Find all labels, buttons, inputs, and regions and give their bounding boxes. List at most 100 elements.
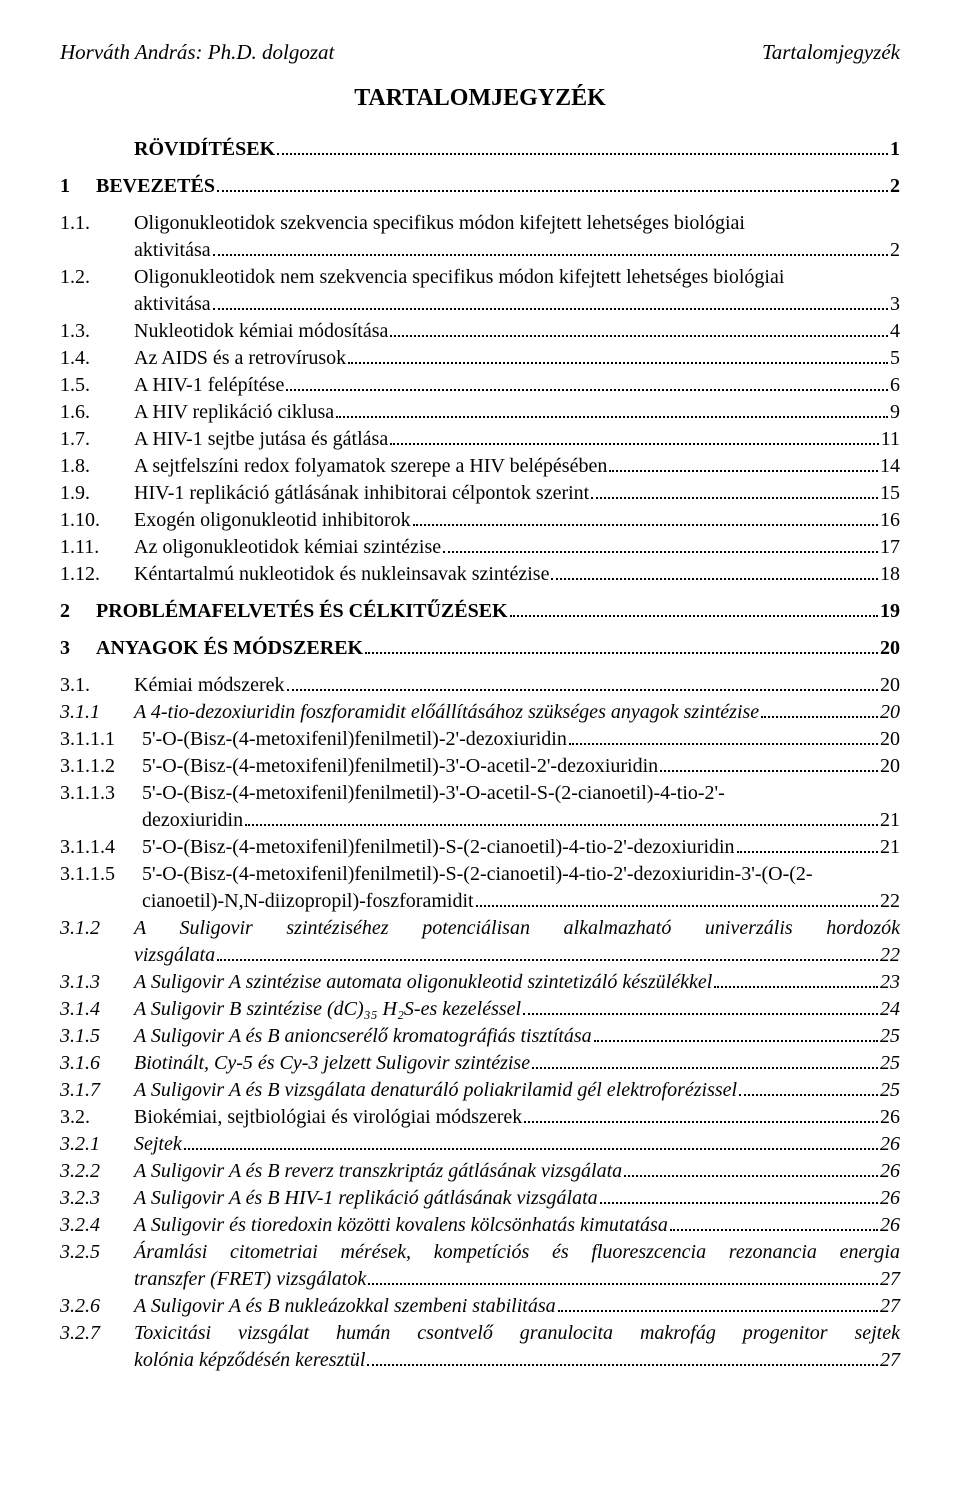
toc-page: 27 xyxy=(880,1293,900,1320)
toc-title: 5'-O-(Bisz-(4-metoxifenil)fenilmetil)-3'… xyxy=(142,753,658,780)
toc-page: 20 xyxy=(880,672,900,699)
toc-title: Biotinált, Cy-5 és Cy-3 jelzett Suligovi… xyxy=(134,1050,530,1077)
toc-number: 1.2. xyxy=(60,264,134,291)
toc-entry: 3.1.6Biotinált, Cy-5 és Cy-3 jelzett Sul… xyxy=(60,1050,900,1077)
toc-title: A Suligovir A szintézise automata oligon… xyxy=(134,969,712,996)
toc-number: 3 xyxy=(60,635,96,662)
toc-entry: 1.8.A sejtfelszíni redox folyamatok szer… xyxy=(60,453,900,480)
toc-number: 3.1.4 xyxy=(60,996,134,1023)
toc-number: 3.1.2 xyxy=(60,915,134,942)
toc-leader-dots xyxy=(609,470,878,472)
toc-title: A 4-tio-dezoxiuridin foszforamidit előál… xyxy=(134,699,759,726)
toc-number: 1.1. xyxy=(60,210,134,237)
toc-number: 3.1.1 xyxy=(60,699,134,726)
toc-entry: 3.2.1Sejtek26 xyxy=(60,1131,900,1158)
toc-leader-dots xyxy=(367,1364,878,1366)
toc-number: 1.5. xyxy=(60,372,134,399)
toc-leader-dots xyxy=(336,416,888,418)
toc-page: 6 xyxy=(890,372,900,399)
toc-page: 20 xyxy=(880,726,900,753)
toc-leader-dots xyxy=(524,1121,878,1123)
toc-number: 1.7. xyxy=(60,426,134,453)
toc-number: 3.2.4 xyxy=(60,1212,134,1239)
toc-entry: 3.2.3A Suligovir A és B HIV-1 replikáció… xyxy=(60,1185,900,1212)
toc-number: 3.1.1.5 xyxy=(60,861,142,888)
toc-title: transzfer (FRET) vizsgálatok xyxy=(134,1266,366,1293)
toc-entry: kolónia képződésén keresztül27 xyxy=(60,1347,900,1374)
toc-entry: 3ANYAGOK ÉS MÓDSZEREK20 xyxy=(60,635,900,662)
toc-title: aktivitása xyxy=(134,291,211,318)
toc-entry: 1.4.Az AIDS és a retrovírusok5 xyxy=(60,345,900,372)
toc-title: A Suligovir B szintézise (dC)₃₅ H₂S-es k… xyxy=(134,996,521,1023)
table-of-contents: RÖVIDÍTÉSEK1 1BEVEZETÉS2 1.1.Oligonukleoti… xyxy=(60,136,900,1374)
toc-leader-dots xyxy=(532,1067,878,1069)
toc-leader-dots xyxy=(714,986,878,988)
toc-leader-dots xyxy=(569,743,878,745)
page-title: TARTALOMJEGYZÉK xyxy=(60,85,900,112)
toc-title: A Suligovir A és B nukleázokkal szembeni… xyxy=(134,1293,556,1320)
toc-entry: 1.9.HIV-1 replikáció gátlásának inhibito… xyxy=(60,480,900,507)
toc-title: A Suligovir és tioredoxin közötti kovale… xyxy=(134,1212,668,1239)
toc-title: A Suligovir A és B anioncserélő kromatog… xyxy=(134,1023,592,1050)
toc-leader-dots xyxy=(476,905,878,907)
toc-entry: aktivitása2 xyxy=(60,237,900,264)
toc-page: 17 xyxy=(880,534,900,561)
toc-leader-dots xyxy=(558,1310,878,1312)
toc-title: 5'-O-(Bisz-(4-metoxifenil)fenilmetil)-S-… xyxy=(142,861,813,888)
toc-leader-dots xyxy=(761,716,878,718)
toc-leader-dots xyxy=(624,1175,878,1177)
toc-page: 4 xyxy=(890,318,900,345)
toc-entry: vizsgálata22 xyxy=(60,942,900,969)
toc-number: 3.1.6 xyxy=(60,1050,134,1077)
toc-title: cianoetil)-N,N-diizopropil)-foszforamidi… xyxy=(142,888,474,915)
toc-entry: 3.1.2A Suligovir szintéziséhez potenciál… xyxy=(60,915,900,942)
toc-entry: RÖVIDÍTÉSEK1 xyxy=(60,136,900,163)
toc-number: 1.3. xyxy=(60,318,134,345)
toc-number: 1.10. xyxy=(60,507,134,534)
toc-leader-dots xyxy=(739,1094,878,1096)
toc-page: 25 xyxy=(880,1050,900,1077)
toc-entry: 1.10.Exogén oligonukleotid inhibitorok 16 xyxy=(60,507,900,534)
toc-leader-dots xyxy=(390,443,879,445)
toc-page: 27 xyxy=(880,1266,900,1293)
toc-entry: 3.1.5A Suligovir A és B anioncserélő kro… xyxy=(60,1023,900,1050)
toc-number: 1.11. xyxy=(60,534,134,561)
toc-page: 26 xyxy=(880,1212,900,1239)
header-right: Tartalomjegyzék xyxy=(762,40,900,65)
toc-leader-dots xyxy=(245,824,878,826)
toc-number: 1.12. xyxy=(60,561,134,588)
toc-entry: 3.2.5Áramlási citometriai mérések, kompe… xyxy=(60,1239,900,1266)
toc-title: A HIV-1 sejtbe jutása és gátlása xyxy=(134,426,388,453)
toc-entry: 1.1.Oligonukleotidok szekvencia specifik… xyxy=(60,210,900,237)
toc-page: 16 xyxy=(880,507,900,534)
toc-number: 1.4. xyxy=(60,345,134,372)
toc-entry: aktivitása3 xyxy=(60,291,900,318)
toc-title: Kéntartalmú nukleotidok és nukleinsavak … xyxy=(134,561,549,588)
toc-page: 26 xyxy=(880,1158,900,1185)
toc-number: 3.2.2 xyxy=(60,1158,134,1185)
toc-entry: 3.2.4A Suligovir és tioredoxin közötti k… xyxy=(60,1212,900,1239)
toc-number: 3.2.5 xyxy=(60,1239,134,1266)
toc-title: A Suligovir A és B vizsgálata denaturáló… xyxy=(134,1077,737,1104)
toc-number: 3.1.1.1 xyxy=(60,726,142,753)
toc-number: 3.1.1.3 xyxy=(60,780,142,807)
toc-title: A Suligovir A és B reverz transzkriptáz … xyxy=(134,1158,622,1185)
toc-title: Exogén oligonukleotid inhibitorok xyxy=(134,507,411,534)
toc-leader-dots xyxy=(217,190,888,192)
toc-leader-dots xyxy=(390,335,888,337)
toc-page: 22 xyxy=(880,942,900,969)
toc-leader-dots xyxy=(365,652,878,654)
toc-number: 2 xyxy=(60,598,96,625)
toc-page: 19 xyxy=(880,598,900,625)
toc-entry: 3.2.Biokémiai, sejtbiológiai és virológi… xyxy=(60,1104,900,1131)
toc-number: 1.8. xyxy=(60,453,134,480)
toc-title: A Suligovir szintéziséhez potenciálisan … xyxy=(134,915,900,942)
toc-page: 18 xyxy=(880,561,900,588)
toc-entry: 1BEVEZETÉS2 xyxy=(60,173,900,200)
toc-page: 21 xyxy=(880,807,900,834)
toc-number: 3.1.7 xyxy=(60,1077,134,1104)
toc-entry: 1.3.Nukleotidok kémiai módosítása4 xyxy=(60,318,900,345)
toc-number: 3.1.1.4 xyxy=(60,834,142,861)
toc-title: 5'-O-(Bisz-(4-metoxifenil)fenilmetil)-3'… xyxy=(142,780,725,807)
toc-number: 3.1.3 xyxy=(60,969,134,996)
